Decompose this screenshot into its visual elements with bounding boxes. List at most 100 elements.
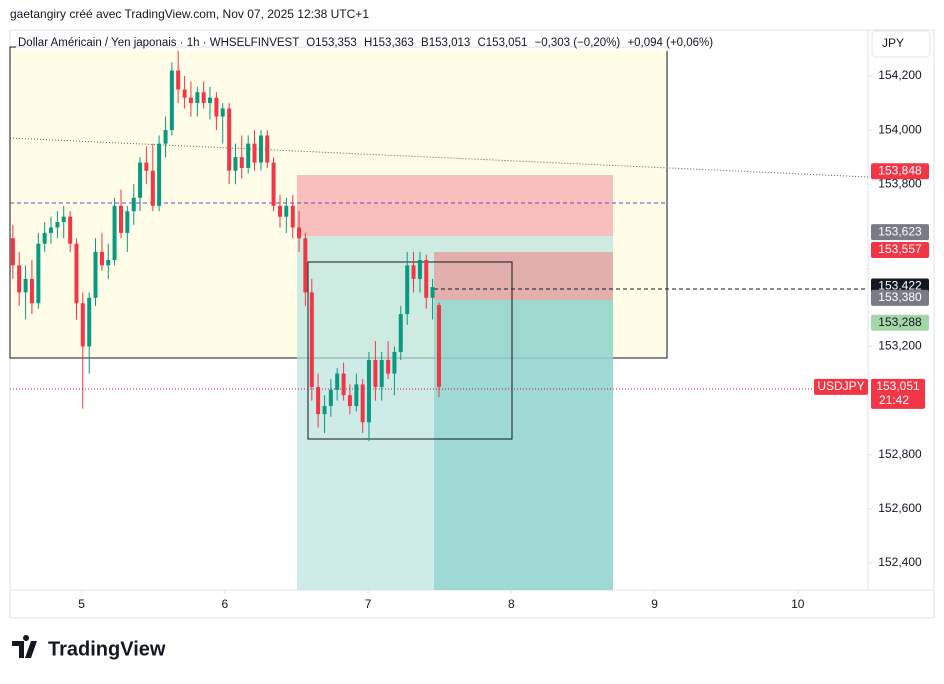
price-label: 153,557 bbox=[878, 242, 922, 256]
candle-body bbox=[68, 216, 73, 244]
change: −0,303 (−0,20%) bbox=[535, 37, 621, 49]
candle-body bbox=[297, 227, 302, 239]
low: B153,013 bbox=[421, 37, 470, 49]
candle-body bbox=[87, 297, 92, 347]
candle-body bbox=[182, 89, 187, 98]
price-label-bg bbox=[871, 314, 929, 331]
close: C153,051 bbox=[477, 37, 527, 49]
candle-body bbox=[335, 373, 340, 390]
candle-body bbox=[61, 216, 66, 223]
candle-body bbox=[386, 360, 391, 374]
y-tick-label: 153,200 bbox=[878, 339, 922, 353]
last-price-label: 153,051 bbox=[876, 379, 920, 393]
candle-body bbox=[112, 205, 117, 260]
y-tick-label: 153,800 bbox=[878, 176, 922, 190]
candle-body bbox=[207, 97, 212, 104]
candle-body bbox=[411, 265, 416, 279]
x-tick-label: 10 bbox=[791, 597, 805, 611]
candle-body bbox=[252, 143, 257, 163]
price-label: 153,288 bbox=[878, 315, 922, 329]
symbol-label-bg bbox=[814, 378, 868, 395]
symbol: Dollar Américain / Yen japonais · 1h · W… bbox=[18, 37, 299, 49]
currency-label[interactable]: JPY bbox=[882, 36, 904, 50]
candle-body bbox=[42, 232, 47, 244]
candle-body bbox=[233, 157, 238, 171]
candle-body bbox=[150, 170, 155, 206]
candle-body bbox=[214, 97, 219, 117]
change2: +0,094 (+0,06%) bbox=[627, 37, 713, 49]
candle-body bbox=[144, 162, 149, 171]
logo: TradingView bbox=[12, 635, 166, 660]
countdown: 21:42 bbox=[879, 393, 909, 407]
legend: Dollar Américain / Yen japonais · 1h · W… bbox=[18, 37, 713, 49]
candle-body bbox=[106, 259, 111, 266]
x-tick-label: 6 bbox=[222, 597, 229, 611]
candle-body bbox=[366, 360, 371, 423]
candle-body bbox=[29, 278, 34, 304]
candle-body bbox=[246, 143, 251, 168]
candle-body bbox=[309, 292, 314, 388]
x-tick-label: 5 bbox=[78, 597, 85, 611]
symbol-label: USDJPY bbox=[817, 379, 864, 393]
candle-body bbox=[195, 92, 200, 104]
candle-body bbox=[322, 406, 327, 415]
y-tick-label: 152,600 bbox=[878, 501, 922, 515]
candle-body bbox=[347, 395, 352, 407]
price-label-bg bbox=[871, 289, 929, 306]
candle-body bbox=[430, 287, 435, 298]
candle-body bbox=[17, 265, 22, 293]
y-tick-label: 154,000 bbox=[878, 122, 922, 136]
target-zone bbox=[434, 300, 613, 590]
candle-body bbox=[405, 265, 410, 315]
price-label: 153,422 bbox=[878, 279, 922, 293]
candle-body bbox=[392, 351, 397, 374]
candle-body bbox=[424, 259, 429, 298]
price-label: 153,623 bbox=[878, 224, 922, 238]
candle-body bbox=[379, 360, 384, 388]
candle-body bbox=[417, 259, 422, 279]
candle-body bbox=[48, 227, 53, 233]
candle-body bbox=[188, 97, 193, 104]
y-tick-label: 152,400 bbox=[878, 555, 922, 569]
x-tick-label: 9 bbox=[651, 597, 658, 611]
candle-body bbox=[80, 303, 85, 347]
last-price-bg bbox=[871, 378, 925, 409]
candle-body bbox=[74, 243, 79, 304]
candle-body bbox=[398, 314, 403, 352]
candle-body bbox=[125, 211, 130, 233]
rectangle bbox=[307, 261, 513, 440]
credit: gaetangiry créé avec TradingView.com, No… bbox=[10, 7, 369, 21]
candle-body bbox=[271, 162, 276, 206]
high: H153,363 bbox=[364, 37, 414, 49]
candle-body bbox=[373, 360, 378, 388]
candle-body bbox=[278, 205, 283, 217]
candle-body bbox=[99, 251, 104, 266]
candle-body bbox=[258, 135, 263, 163]
candle-body bbox=[437, 305, 441, 387]
candle-body bbox=[239, 157, 244, 168]
candle-body bbox=[290, 205, 295, 228]
price-label-bg bbox=[871, 163, 929, 180]
currency-button[interactable] bbox=[871, 30, 931, 58]
price-label: 153,380 bbox=[878, 290, 922, 304]
candle-body bbox=[360, 384, 365, 423]
candle-body bbox=[341, 373, 346, 396]
logo-mark bbox=[12, 635, 37, 658]
y-tick-label: 152,800 bbox=[878, 447, 922, 461]
trend-line bbox=[9, 137, 869, 178]
candle-body bbox=[316, 387, 321, 415]
stop-zone bbox=[434, 252, 613, 300]
candle-body bbox=[131, 197, 136, 212]
candle-body bbox=[169, 70, 174, 131]
candle-body bbox=[55, 222, 60, 228]
candle-body bbox=[220, 108, 225, 117]
candle-body bbox=[138, 162, 143, 198]
price-label: 153,848 bbox=[878, 163, 922, 177]
candle-body bbox=[176, 70, 181, 90]
x-tick-label: 8 bbox=[508, 597, 515, 611]
brand: TradingView bbox=[48, 638, 166, 660]
candle-body bbox=[93, 251, 98, 298]
candle-body bbox=[328, 389, 333, 407]
y-tick-label: 154,200 bbox=[878, 68, 922, 82]
